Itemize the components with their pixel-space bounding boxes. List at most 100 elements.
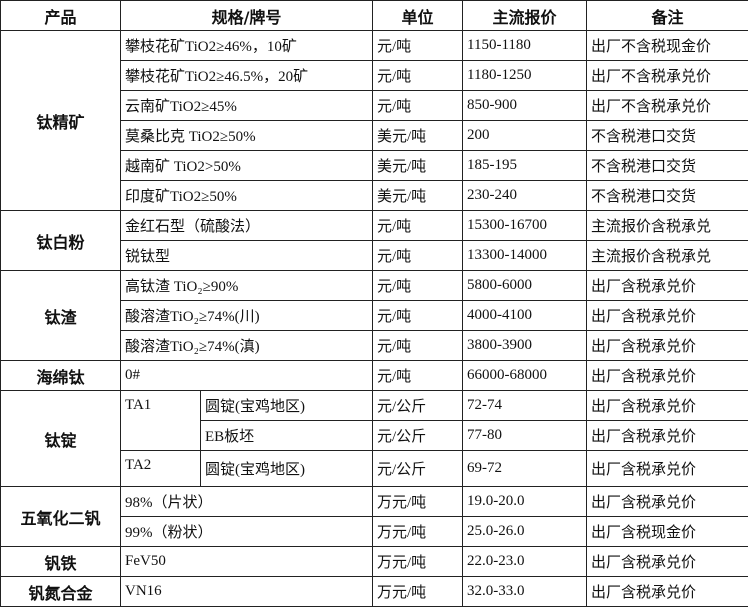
- note-cell: 出厂不含税现金价: [587, 31, 748, 61]
- unit-cell: 元/吨: [373, 271, 463, 301]
- price-cell: 72-74: [463, 391, 587, 421]
- header-price: 主流报价: [463, 1, 587, 31]
- form-cell: 圆锭(宝鸡地区): [201, 451, 373, 487]
- note-cell: 出厂含税承兑价: [587, 331, 748, 361]
- header-product: 产品: [1, 1, 121, 31]
- spec-cell: 酸溶渣TiO₂≥74%(滇): [121, 331, 373, 361]
- price-cell: 66000-68000: [463, 361, 587, 391]
- unit-cell: 美元/吨: [373, 121, 463, 151]
- unit-cell: 万元/吨: [373, 577, 463, 607]
- price-cell: 77-80: [463, 421, 587, 451]
- spec-cell: 0#: [121, 361, 373, 391]
- unit-cell: 美元/吨: [373, 151, 463, 181]
- price-cell: 185-195: [463, 151, 587, 181]
- price-cell: 4000-4100: [463, 301, 587, 331]
- unit-cell: 万元/吨: [373, 517, 463, 547]
- note-cell: 出厂不含税承兑价: [587, 61, 748, 91]
- note-cell: 不含税港口交货: [587, 121, 748, 151]
- header-note: 备注: [587, 1, 748, 31]
- note-cell: 出厂含税承兑价: [587, 487, 748, 517]
- price-cell: 230-240: [463, 181, 587, 211]
- grade-cell: TA2: [121, 451, 201, 487]
- note-cell: 出厂含税承兑价: [587, 451, 748, 487]
- header-spec: 规格/牌号: [121, 1, 373, 31]
- product-cell: 五氧化二钒: [1, 487, 121, 547]
- unit-cell: 元/公斤: [373, 391, 463, 421]
- spec-cell: 高钛渣 TiO₂≥90%: [121, 271, 373, 301]
- price-cell: 1180-1250: [463, 61, 587, 91]
- note-cell: 不含税港口交货: [587, 181, 748, 211]
- form-cell: EB板坯: [201, 421, 373, 451]
- spec-cell: 酸溶渣TiO₂≥74%(川): [121, 301, 373, 331]
- price-cell: 69-72: [463, 451, 587, 487]
- spec-cell: 98%（片状）: [121, 487, 373, 517]
- price-cell: 5800-6000: [463, 271, 587, 301]
- product-cell: 钒铁: [1, 547, 121, 577]
- price-cell: 19.0-20.0: [463, 487, 587, 517]
- spec-cell: 莫桑比克 TiO2≥50%: [121, 121, 373, 151]
- note-cell: 不含税港口交货: [587, 151, 748, 181]
- product-cell: 海绵钛: [1, 361, 121, 391]
- spec-cell: 攀枝花矿TiO2≥46.5%，20矿: [121, 61, 373, 91]
- price-cell: 3800-3900: [463, 331, 587, 361]
- unit-cell: 元/吨: [373, 61, 463, 91]
- spec-cell: 锐钛型: [121, 241, 373, 271]
- unit-cell: 万元/吨: [373, 547, 463, 577]
- note-cell: 出厂含税承兑价: [587, 391, 748, 421]
- spec-cell: 99%（粉状）: [121, 517, 373, 547]
- product-cell: 钒氮合金: [1, 577, 121, 607]
- spec-cell: 攀枝花矿TiO2≥46%，10矿: [121, 31, 373, 61]
- unit-cell: 元/吨: [373, 241, 463, 271]
- header-row: 产品 规格/牌号 单位 主流报价 备注: [1, 1, 748, 31]
- note-cell: 出厂含税承兑价: [587, 547, 748, 577]
- unit-cell: 元/吨: [373, 361, 463, 391]
- note-cell: 主流报价含税承兑: [587, 241, 748, 271]
- price-cell: 32.0-33.0: [463, 577, 587, 607]
- price-cell: 1150-1180: [463, 31, 587, 61]
- unit-cell: 万元/吨: [373, 487, 463, 517]
- note-cell: 主流报价含税承兑: [587, 211, 748, 241]
- header-unit: 单位: [373, 1, 463, 31]
- spec-cell: VN16: [121, 577, 373, 607]
- price-cell: 25.0-26.0: [463, 517, 587, 547]
- note-cell: 出厂含税承兑价: [587, 421, 748, 451]
- unit-cell: 元/吨: [373, 301, 463, 331]
- product-cell: 钛锭: [1, 391, 121, 487]
- note-cell: 出厂含税承兑价: [587, 361, 748, 391]
- price-cell: 15300-16700: [463, 211, 587, 241]
- product-cell: 钛白粉: [1, 211, 121, 271]
- unit-cell: 元/吨: [373, 211, 463, 241]
- grade-cell: TA1: [121, 391, 201, 451]
- spec-cell: 金红石型（硫酸法）: [121, 211, 373, 241]
- spec-cell: 云南矿TiO2≥45%: [121, 91, 373, 121]
- price-cell: 13300-14000: [463, 241, 587, 271]
- spec-cell: FeV50: [121, 547, 373, 577]
- note-cell: 出厂含税承兑价: [587, 577, 748, 607]
- product-cell: 钛渣: [1, 271, 121, 361]
- spec-cell: 越南矿 TiO2>50%: [121, 151, 373, 181]
- note-cell: 出厂含税现金价: [587, 517, 748, 547]
- unit-cell: 元/吨: [373, 91, 463, 121]
- unit-cell: 元/吨: [373, 331, 463, 361]
- unit-cell: 元/吨: [373, 31, 463, 61]
- form-cell: 圆锭(宝鸡地区): [201, 391, 373, 421]
- unit-cell: 美元/吨: [373, 181, 463, 211]
- price-cell: 850-900: [463, 91, 587, 121]
- note-cell: 出厂不含税承兑价: [587, 91, 748, 121]
- price-cell: 200: [463, 121, 587, 151]
- note-cell: 出厂含税承兑价: [587, 301, 748, 331]
- price-cell: 22.0-23.0: [463, 547, 587, 577]
- spec-cell: 印度矿TiO2≥50%: [121, 181, 373, 211]
- note-cell: 出厂含税承兑价: [587, 271, 748, 301]
- unit-cell: 元/公斤: [373, 421, 463, 451]
- unit-cell: 元/公斤: [373, 451, 463, 487]
